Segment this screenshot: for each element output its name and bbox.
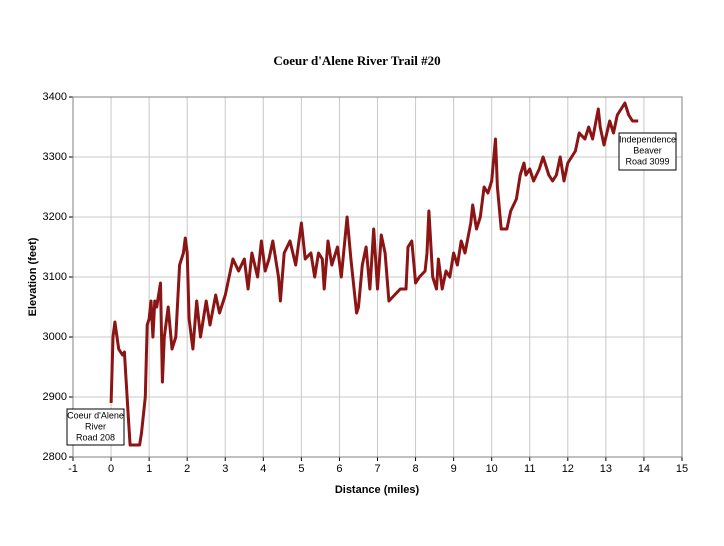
annotation-text: Independence [619, 134, 676, 144]
x-tick-label: 5 [298, 463, 304, 475]
x-tick-label: 9 [451, 463, 457, 475]
elevation-line [109, 101, 639, 447]
annotation-text: Beaver [633, 145, 662, 155]
x-tick-label: 14 [638, 463, 650, 475]
x-tick-label: 15 [676, 463, 688, 475]
y-tick-label: 3400 [43, 91, 67, 103]
x-tick-label: 12 [562, 463, 574, 475]
x-tick-label: 1 [146, 463, 152, 475]
y-tick-label: 3200 [43, 211, 67, 223]
x-tick-label: 11 [524, 463, 535, 475]
y-tick-label: 3100 [43, 271, 67, 283]
annotation-text: Road 208 [76, 432, 115, 442]
y-axis-label: Elevation (feet) [27, 237, 39, 316]
x-axis-label: Distance (miles) [335, 484, 420, 496]
annotation-text: Road 3099 [625, 156, 669, 166]
chart-title: Coeur d'Alene River Trail #20 [273, 53, 440, 68]
annotation-box [66, 408, 125, 446]
x-tick-label: 8 [413, 463, 419, 475]
annotation-box [618, 132, 677, 171]
x-tick-label: -1 [68, 463, 78, 475]
x-tick-label: 13 [600, 463, 612, 475]
y-tick-label: 2900 [43, 391, 67, 403]
x-tick-label: 4 [260, 463, 266, 475]
annotation-text: Coeur d'Alene [67, 410, 124, 420]
x-tick-label: 2 [184, 463, 190, 475]
x-tick-label: 0 [108, 463, 114, 475]
y-tick-label: 3000 [43, 331, 67, 343]
x-tick-label: 3 [222, 463, 228, 475]
plot-frame [72, 96, 683, 458]
y-tick-label: 2800 [43, 451, 67, 463]
x-tick-label: 10 [486, 463, 498, 475]
x-tick-label: 6 [336, 463, 342, 475]
annotation-text: River [85, 421, 106, 431]
y-tick-label: 3300 [43, 151, 67, 163]
x-tick-label: 7 [374, 463, 380, 475]
